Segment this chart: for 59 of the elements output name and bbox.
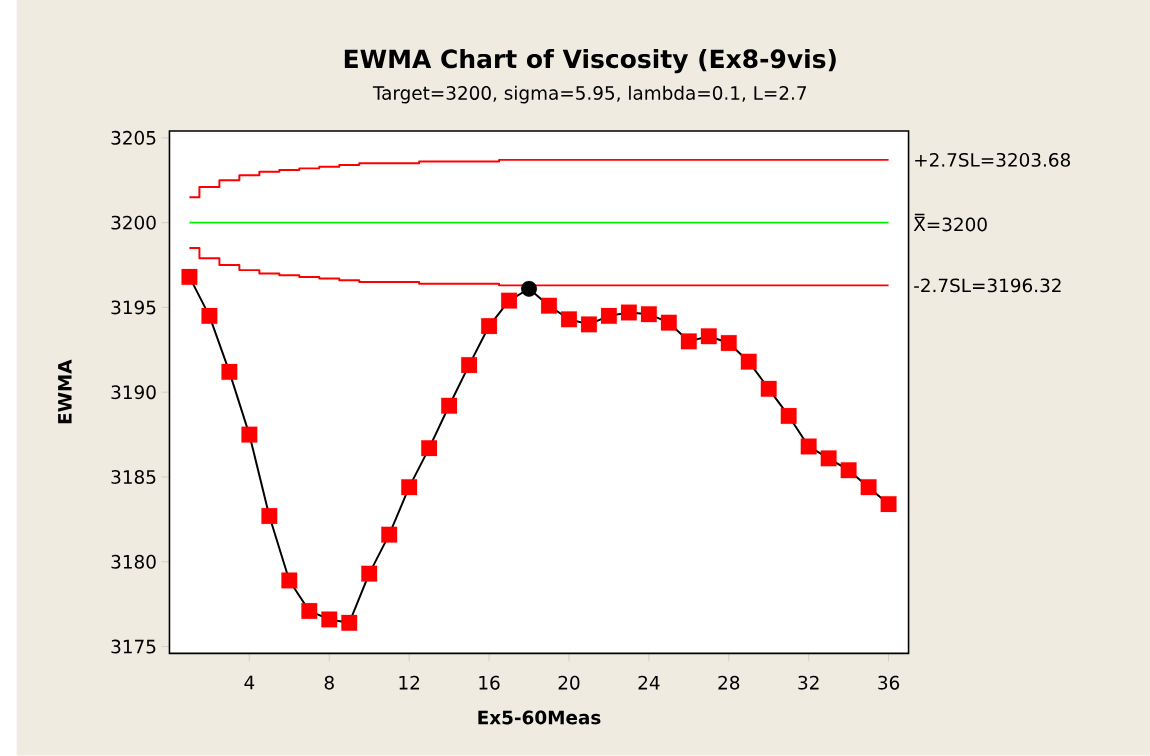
point (421, 440, 438, 457)
point (281, 572, 298, 589)
point (321, 611, 338, 628)
point (361, 565, 378, 582)
point (800, 438, 817, 455)
point (860, 479, 877, 496)
x-tick-label: 16 (479, 675, 500, 690)
point (780, 408, 797, 424)
point (341, 614, 358, 631)
point (680, 333, 697, 350)
point (880, 496, 897, 513)
point (720, 335, 737, 352)
point (561, 311, 577, 328)
point (820, 450, 837, 467)
chart-title: EWMA Chart of Viscosity (Ex8-9vis) (344, 49, 836, 74)
y-axis-title: EWMA (58, 359, 72, 424)
point (401, 479, 418, 496)
y-tick-label: 3205 (111, 130, 156, 145)
point (521, 280, 537, 297)
x-tick-label: 36 (878, 675, 900, 690)
point (381, 526, 398, 543)
chart-subtitle: Target=3200, sigma=5.95, lambda=0.1, L=2.7 (372, 85, 807, 104)
point (481, 318, 498, 335)
point (700, 328, 717, 345)
x-tick-label: 32 (798, 675, 819, 690)
point (840, 462, 857, 479)
y-tick-label: 3190 (111, 385, 156, 400)
ref-line-label: X̿=3200 (913, 213, 987, 232)
x-tick-label: 28 (718, 675, 740, 690)
point (640, 306, 657, 323)
point (541, 297, 557, 314)
point (461, 357, 478, 374)
y-tick-label: 3180 (111, 554, 156, 569)
point (760, 380, 777, 397)
x-tick-label: 8 (324, 675, 334, 690)
y-tick-label: 3185 (111, 470, 156, 485)
point (221, 363, 238, 380)
point (501, 292, 518, 309)
x-axis-title: Ex5-60Meas (478, 710, 601, 725)
point (660, 314, 677, 331)
point (261, 508, 278, 525)
x-tick-label: 24 (638, 675, 660, 690)
point (241, 426, 258, 443)
x-tick-label: 4 (244, 675, 255, 690)
y-tick-label: 3195 (111, 300, 156, 315)
series-label: +2.7SL=3203.68 (915, 153, 1070, 167)
x-tick-label: 12 (399, 675, 420, 690)
y-tick-label: 3200 (111, 215, 156, 230)
y-tick-label: 3175 (111, 639, 156, 654)
point (580, 316, 597, 333)
point (201, 308, 218, 324)
x-tick-label: 20 (558, 675, 580, 690)
point (181, 269, 198, 285)
series-label: -2.7SL=3196.32 (914, 278, 1061, 293)
point (620, 304, 637, 321)
point (600, 308, 617, 324)
point (740, 353, 757, 370)
point (441, 397, 458, 414)
point (301, 603, 318, 619)
